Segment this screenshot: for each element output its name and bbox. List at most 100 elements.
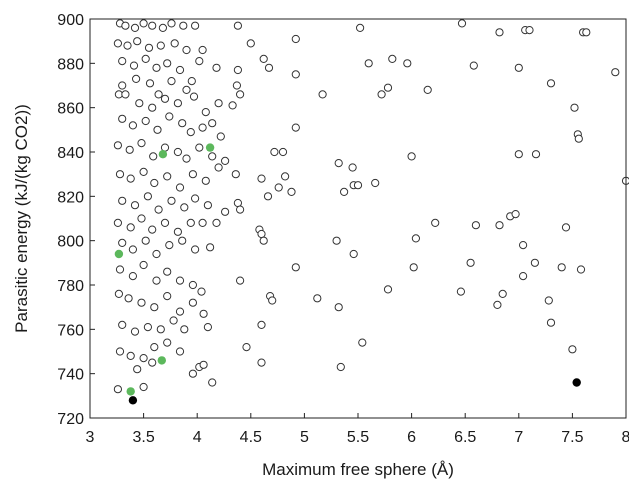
data-point (137, 298, 146, 307)
data-point (188, 280, 197, 290)
data-point (208, 119, 217, 128)
data-point (187, 77, 196, 86)
x-tick-label: 5.5 (347, 429, 369, 446)
data-point (152, 249, 161, 259)
data-point (291, 34, 300, 44)
data-point (130, 327, 140, 336)
data-point (332, 236, 341, 245)
data-point (493, 300, 502, 309)
data-point (128, 245, 137, 254)
data-point (611, 68, 620, 77)
data-point (403, 59, 412, 68)
data-point (188, 298, 197, 307)
y-tick-label: 720 (57, 411, 84, 428)
data-point (257, 320, 266, 329)
data-point (170, 39, 179, 48)
x-tick-label: 7 (514, 429, 523, 446)
data-point (141, 116, 150, 126)
data-point (118, 57, 127, 66)
data-point (383, 285, 393, 294)
data-point (114, 289, 124, 298)
data-point (152, 276, 161, 285)
data-point (148, 225, 157, 234)
data-point (191, 21, 200, 30)
x-tick-label: 5 (300, 429, 309, 446)
data-point (124, 294, 133, 303)
data-point (544, 296, 553, 305)
data-point (557, 263, 566, 272)
data-point (383, 83, 393, 92)
data-point (118, 238, 127, 247)
data-point (411, 234, 420, 243)
data-point (156, 325, 165, 334)
data-point (118, 114, 127, 123)
data-point (334, 303, 343, 312)
data-point (291, 263, 300, 272)
data-point (236, 205, 245, 214)
data-point (511, 210, 520, 219)
data-point (519, 272, 528, 281)
data-point (139, 354, 148, 363)
data-point (212, 218, 221, 227)
data-point (574, 134, 583, 143)
data-point (568, 345, 577, 354)
data-point (149, 152, 158, 161)
data-point (143, 192, 152, 201)
x-tick-label: 4.5 (240, 429, 262, 446)
data-point (165, 241, 174, 250)
y-tick-label: 820 (57, 189, 84, 206)
data-point (113, 385, 123, 394)
data-point (186, 218, 195, 227)
data-point (198, 45, 207, 55)
data-point (150, 178, 159, 188)
x-axis-title: Maximum free sphere (Å) (262, 460, 454, 479)
x-tick-label: 6.5 (454, 429, 476, 446)
data-point (123, 41, 132, 50)
data-point (287, 187, 296, 196)
data-point (212, 63, 221, 72)
data-point (576, 265, 586, 274)
data-point (561, 223, 571, 232)
data-point (129, 61, 139, 70)
data-point (133, 365, 142, 374)
data-point (178, 236, 187, 245)
x-tick-label: 7.5 (561, 429, 583, 446)
data-point (456, 287, 465, 296)
data-point (353, 181, 363, 190)
data-point (118, 196, 127, 205)
data-point (133, 37, 142, 46)
data-point (163, 172, 172, 181)
data-point (334, 159, 343, 168)
x-tick-label: 6 (407, 429, 416, 446)
data-point (582, 28, 591, 37)
data-point (167, 77, 176, 86)
data-point (163, 267, 172, 276)
data-point (291, 70, 300, 79)
data-point (115, 347, 125, 356)
data-point (201, 176, 210, 185)
data-point (148, 358, 157, 367)
data-point (356, 23, 365, 32)
data-point (180, 325, 189, 334)
data-point (128, 121, 137, 130)
data-point (175, 347, 185, 356)
data-point (195, 57, 204, 66)
data-point (407, 152, 416, 161)
data-point (182, 45, 191, 55)
data-point (163, 292, 172, 301)
data-point (115, 170, 125, 179)
data-point (121, 21, 130, 30)
data-point (173, 147, 182, 157)
data-point (113, 39, 123, 48)
data-point (208, 152, 217, 161)
data-point (546, 79, 556, 88)
data-point (236, 276, 245, 285)
data-point (318, 90, 327, 99)
data-point (160, 218, 170, 227)
data-point (137, 214, 146, 223)
data-point (214, 163, 223, 172)
data-point (126, 351, 135, 360)
data-point (264, 63, 274, 72)
